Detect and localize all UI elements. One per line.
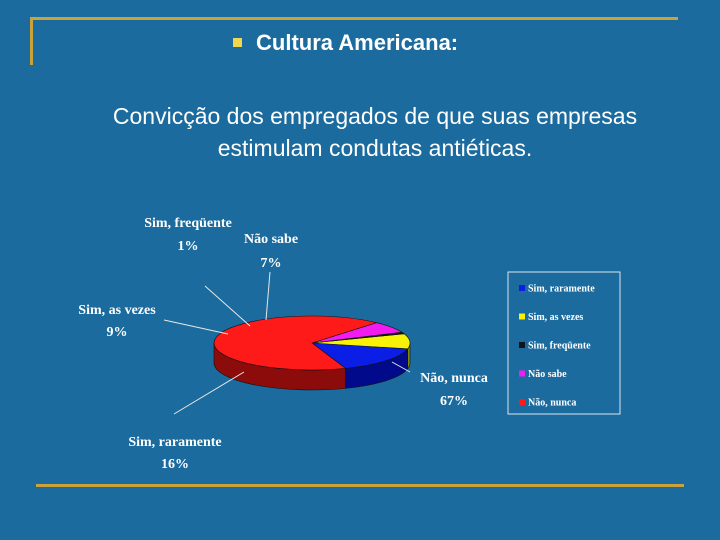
slice-percent-3: 7%	[261, 256, 282, 271]
legend-swatch-2	[519, 342, 525, 348]
legend-label-3: Não sabe	[528, 369, 567, 380]
leader-line-2	[204, 285, 251, 327]
leader-line-4	[391, 361, 411, 373]
legend-box	[507, 271, 621, 415]
slice-label-1: Sim, as vezes	[78, 303, 156, 318]
subtitle-line-2: estimulam condutas antiéticas.	[217, 135, 533, 161]
chart-legend: Sim, raramente Sim, as vezes Sim, freqüent…	[507, 271, 621, 415]
frame-left-line	[30, 17, 33, 65]
slice-label-2: Sim, freqüente	[144, 216, 232, 231]
legend-label-2: Sim, freqüente	[528, 341, 591, 352]
pie-slice-4	[213, 315, 378, 371]
legend-swatch-3	[519, 370, 525, 377]
slice-label-4: Não, nunca	[420, 371, 488, 386]
leader-line-0	[173, 371, 245, 415]
pie-labels: Sim, raramente 16% Sim, as vezes 9% Sim, fre…	[78, 216, 488, 472]
slice-percent-2: 1%	[178, 239, 199, 254]
subtitle-line-1: Convicção dos empregados de que suas emp…	[112, 103, 638, 129]
legend-label-1: Sim, as vezes	[528, 312, 583, 323]
slice-percent-0: 16%	[161, 457, 189, 472]
frame-bottom-line	[36, 484, 684, 487]
legend-label-0: Sim, raramente	[528, 284, 595, 295]
frame-top-line	[30, 17, 678, 20]
legend-label-4: Não, nunca	[528, 398, 576, 409]
leader-line-3	[265, 271, 271, 321]
slice-percent-1: 9%	[107, 325, 128, 340]
slice-label-0: Sim, raramente	[128, 435, 221, 450]
title-bullet-icon	[233, 38, 242, 47]
slide-subtitle: Convicção dos empregados de que suas emp…	[40, 100, 710, 164]
pie-slice-0	[311, 342, 409, 369]
leader-line-1	[163, 319, 229, 335]
pie-tops	[213, 315, 411, 371]
slide-title: Cultura Americana:	[256, 30, 459, 55]
legend-swatch-4	[519, 399, 525, 405]
slice-label-3: Não sabe	[244, 232, 298, 247]
slice-percent-4: 67%	[440, 394, 468, 409]
legend-swatch-0	[519, 285, 525, 291]
legend-swatch-1	[519, 313, 525, 320]
